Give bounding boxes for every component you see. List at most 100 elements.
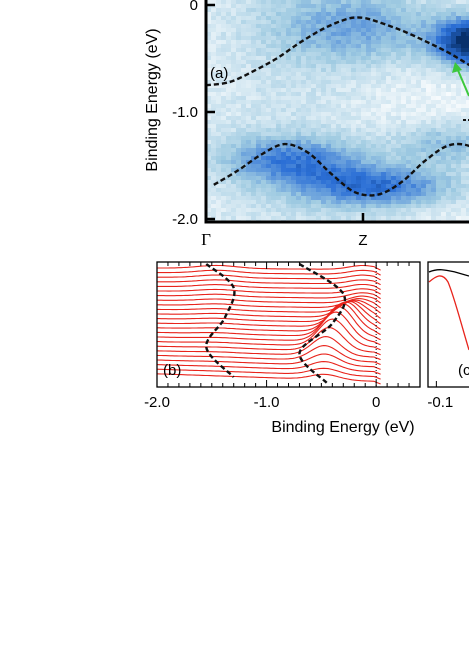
heatmap-cell bbox=[226, 164, 232, 169]
heatmap-cell bbox=[226, 20, 232, 25]
heatmap-cell bbox=[426, 96, 432, 101]
heatmap-cell bbox=[426, 4, 432, 9]
heatmap-cell bbox=[326, 100, 332, 105]
heatmap-cell bbox=[231, 208, 237, 213]
heatmap-cell bbox=[236, 200, 242, 205]
heatmap-cell bbox=[291, 8, 297, 13]
heatmap-cell bbox=[231, 140, 237, 145]
heatmap-cell bbox=[361, 40, 367, 45]
heatmap-cell bbox=[406, 116, 412, 121]
heatmap-cell bbox=[206, 28, 212, 33]
heatmap-cell bbox=[456, 148, 462, 153]
heatmap-cell bbox=[266, 64, 272, 69]
heatmap-cell bbox=[446, 136, 452, 141]
heatmap-cell bbox=[426, 164, 432, 169]
heatmap-cell bbox=[281, 128, 287, 133]
heatmap-cell bbox=[381, 24, 387, 29]
heatmap-cell bbox=[401, 36, 407, 41]
heatmap-cell bbox=[261, 140, 267, 145]
heatmap-cell bbox=[406, 124, 412, 129]
heatmap-cell bbox=[261, 100, 267, 105]
heatmap-cell bbox=[216, 188, 222, 193]
heatmap-cell bbox=[386, 124, 392, 129]
heatmap-cell bbox=[256, 172, 262, 177]
heatmap-cell bbox=[466, 132, 469, 137]
heatmap-cell bbox=[226, 44, 232, 49]
heatmap-cell bbox=[401, 4, 407, 9]
heatmap-cell bbox=[271, 28, 277, 33]
heatmap-cell bbox=[306, 132, 312, 137]
heatmap-cell bbox=[381, 52, 387, 57]
heatmap-cell bbox=[451, 84, 457, 89]
heatmap-cell bbox=[431, 40, 437, 45]
heatmap-cell bbox=[316, 180, 322, 185]
heatmap-cell bbox=[256, 52, 262, 57]
heatmap-cell bbox=[236, 100, 242, 105]
heatmap-cell bbox=[391, 136, 397, 141]
heatmap-cell bbox=[316, 184, 322, 189]
heatmap-cell bbox=[396, 160, 402, 165]
heatmap-cell bbox=[316, 40, 322, 45]
heatmap-cell bbox=[301, 208, 307, 213]
heatmap-cell bbox=[406, 72, 412, 77]
heatmap-cell bbox=[431, 0, 437, 5]
heatmap-cell bbox=[406, 24, 412, 29]
heatmap-cell bbox=[416, 32, 422, 37]
heatmap-cell bbox=[206, 160, 212, 165]
heatmap-cell bbox=[466, 32, 469, 37]
heatmap-cell bbox=[261, 8, 267, 13]
heatmap-cell bbox=[401, 144, 407, 149]
heatmap-cell bbox=[281, 28, 287, 33]
heatmap bbox=[206, 0, 469, 222]
heatmap-cell bbox=[336, 88, 342, 93]
heatmap-cell bbox=[216, 216, 222, 221]
heatmap-cell bbox=[446, 216, 452, 221]
heatmap-cell bbox=[456, 188, 462, 193]
heatmap-cell bbox=[451, 168, 457, 173]
heatmap-cell bbox=[206, 0, 212, 5]
heatmap-cell bbox=[311, 120, 317, 125]
heatmap-cell bbox=[416, 200, 422, 205]
heatmap-cell bbox=[346, 152, 352, 157]
heatmap-cell bbox=[216, 48, 222, 53]
heatmap-cell bbox=[291, 164, 297, 169]
heatmap-cell bbox=[371, 176, 377, 181]
heatmap-cell bbox=[306, 200, 312, 205]
heatmap-cell bbox=[446, 100, 452, 105]
heatmap-cell bbox=[366, 40, 372, 45]
heatmap-cell bbox=[366, 192, 372, 197]
heatmap-cell bbox=[221, 72, 227, 77]
heatmap-cell bbox=[406, 148, 412, 153]
heatmap-cell bbox=[341, 84, 347, 89]
heatmap-cell bbox=[271, 68, 277, 73]
heatmap-cell bbox=[296, 16, 302, 21]
heatmap-cell bbox=[216, 208, 222, 213]
heatmap-cell bbox=[211, 44, 217, 49]
heatmap-cell bbox=[451, 128, 457, 133]
heatmap-cell bbox=[336, 120, 342, 125]
heatmap-cell bbox=[266, 24, 272, 29]
heatmap-cell bbox=[451, 104, 457, 109]
heatmap-cell bbox=[266, 96, 272, 101]
heatmap-cell bbox=[396, 40, 402, 45]
heatmap-cell bbox=[461, 116, 467, 121]
heatmap-cell bbox=[231, 68, 237, 73]
heatmap-cell bbox=[211, 184, 217, 189]
heatmap-cell bbox=[456, 8, 462, 13]
heatmap-cell bbox=[451, 0, 457, 5]
heatmap-cell bbox=[396, 204, 402, 209]
heatmap-cell bbox=[276, 216, 282, 221]
heatmap-cell bbox=[421, 60, 427, 65]
heatmap-cell bbox=[306, 100, 312, 105]
heatmap-cell bbox=[371, 36, 377, 41]
heatmap-cell bbox=[366, 0, 372, 5]
heatmap-cell bbox=[251, 140, 257, 145]
heatmap-cell bbox=[206, 212, 212, 217]
heatmap-cell bbox=[336, 188, 342, 193]
heatmap-cell bbox=[281, 64, 287, 69]
heatmap-cell bbox=[346, 188, 352, 193]
heatmap-cell bbox=[431, 164, 437, 169]
heatmap-cell bbox=[441, 116, 447, 121]
heatmap-cell bbox=[381, 124, 387, 129]
heatmap-cell bbox=[321, 168, 327, 173]
